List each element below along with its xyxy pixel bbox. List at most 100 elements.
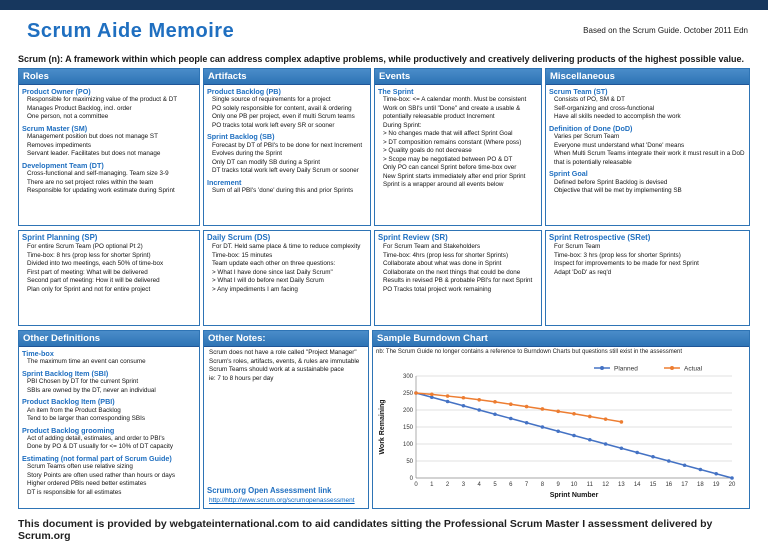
- list-item: Time-box: 15 minutes: [212, 251, 273, 259]
- section-scrum-master-sm: Scrum Master (SM) Management position but…: [22, 124, 196, 159]
- section-daily-scrum-ds: Daily Scrum (DS) For DT. Held same place …: [207, 233, 367, 294]
- data-point: [556, 429, 560, 433]
- x-tick-label: 16: [665, 482, 672, 488]
- list-item: Team update each other on three question…: [212, 260, 336, 268]
- section-heading: Sprint Goal: [549, 169, 588, 179]
- section-heading: Scrum Master (SM): [22, 123, 88, 133]
- data-point: [430, 395, 434, 399]
- data-point: [524, 420, 529, 425]
- list-item: > Quality goals do not decrease: [383, 147, 472, 155]
- panel-daily-scrum-ds: Daily Scrum (DS) For DT. Held same place …: [203, 230, 371, 326]
- list-item: Only one PB per project, even if multi S…: [212, 113, 355, 121]
- data-point: [682, 463, 687, 467]
- notes-items: Scrum does not have a role called "Proje…: [207, 349, 365, 383]
- panel-header-roles: Roles: [19, 69, 199, 85]
- panel-events: Events The Sprint Time-box: <= A calendar …: [374, 68, 542, 226]
- list-item: > No changes made that will affect Sprin…: [383, 130, 513, 138]
- list-item: Manages Product Backlog, incl. order: [27, 104, 132, 112]
- data-point: [493, 412, 497, 416]
- list-item: For Scrum Team and Stakeholders: [383, 243, 481, 251]
- panel-header-miscellaneous: Miscellaneous: [546, 69, 749, 85]
- x-tick-label: 1: [430, 482, 434, 488]
- list-item: One person, not a committee: [27, 113, 109, 121]
- list-item: > What I have done since last Daily Scru…: [212, 268, 333, 276]
- list-item: Higher ordered PBIs need better estimate…: [27, 480, 147, 488]
- y-tick-label: 200: [403, 408, 414, 414]
- x-tick-label: 0: [414, 482, 418, 488]
- panel-sprint-review-sr: Sprint Review (SR) For Scrum Team and Sta…: [374, 230, 542, 326]
- list-item: Time-box: <= A calendar month. Must be c…: [383, 96, 527, 104]
- data-point: [445, 399, 450, 404]
- panel-artifacts: Artifacts Product Backlog (PB) Single sour…: [203, 68, 371, 226]
- list-item: Only PO can cancel Sprint before time-bo…: [383, 164, 517, 172]
- assessment-link[interactable]: http://http://www.scrum.org/scrumopenass…: [209, 497, 355, 504]
- data-point: [540, 424, 545, 429]
- data-point: [540, 406, 545, 411]
- panel-burndown-chart: Sample Burndown Chart nb: The Scrum Guid…: [372, 330, 750, 509]
- section-heading: Scrum Team (ST): [549, 87, 608, 96]
- section-time-box: Time-box The maximum time an event can co…: [22, 349, 196, 367]
- y-tick-label: 0: [410, 476, 414, 482]
- list-item: There are no set project roles within th…: [27, 178, 154, 186]
- assessment-link-block: Scrum.org Open Assessment link http://ht…: [207, 486, 365, 506]
- section-heading: Daily Scrum (DS): [207, 233, 271, 242]
- list-item: Second part of meeting: How it will be d…: [27, 277, 160, 285]
- panel-body-sprint-planning-sp: Sprint Planning (SP) For entire Scrum Tea…: [19, 231, 199, 325]
- section-sprint-retrospective-sret: Sprint Retrospective (SRet) For Scrum Tea…: [549, 233, 746, 277]
- data-point: [714, 471, 718, 476]
- x-tick-label: 9: [557, 482, 561, 488]
- panel-header-other-notes: Other Notes:: [204, 331, 368, 347]
- section-definition-of-done-dod: Definition of Done (DoD) Varies per Scrum…: [549, 124, 746, 167]
- list-item: First part of meeting: What will be deli…: [27, 268, 148, 276]
- panel-header-other-definitions: Other Definitions: [19, 331, 199, 347]
- list-item: PO Tracks total project work remaining: [383, 285, 492, 293]
- panel-header-burndown: Sample Burndown Chart: [373, 331, 749, 347]
- section-sprint-review-sr: Sprint Review (SR) For Scrum Team and Sta…: [378, 233, 538, 294]
- y-axis-label: Work Remaining: [379, 399, 386, 454]
- panel-other-notes: Other Notes: Scrum does not have a role …: [203, 330, 369, 509]
- page-title: Scrum Aide Memoire: [27, 20, 235, 42]
- data-point: [667, 458, 671, 463]
- section-heading: Definition of Done (DoD): [549, 123, 633, 133]
- data-point: [588, 437, 592, 442]
- legend-marker: [600, 365, 604, 370]
- list-item: > Scope may be negotiated between PO & D…: [383, 155, 513, 163]
- data-point: [730, 475, 734, 480]
- x-tick-label: 14: [634, 482, 641, 488]
- data-point: [414, 390, 418, 395]
- section-heading: Sprint Review (SR): [378, 233, 448, 242]
- list-item: Responsible for maximizing value of the …: [27, 96, 178, 104]
- x-tick-label: 7: [525, 482, 529, 488]
- section-sprint-backlog-sb: Sprint Backlog (SB) Forecast by DT of PBI…: [207, 132, 367, 175]
- panel-body-sprint-retrospective-sret: Sprint Retrospective (SRet) For Scrum Tea…: [546, 231, 749, 325]
- panel-header-events: Events: [375, 69, 541, 85]
- legend-label: Planned: [614, 365, 638, 372]
- list-item: An item from the Product Backlog: [27, 406, 121, 414]
- list-item: The maximum time an event can consume: [27, 358, 146, 366]
- chart-container: 0 50 100 150 200 250 300 0 1 2 3 4 5 6 7 8 9 10 11 12 13 14 15…: [376, 358, 746, 508]
- data-point: [430, 392, 434, 396]
- top-accent-bar: [0, 0, 768, 10]
- list-item: > Any impediments I am facing: [212, 285, 298, 293]
- section-sprint-backlog-item-sbi: Sprint Backlog Item (SBI) PBI Chosen by D…: [22, 369, 196, 395]
- section-product-backlog-item-pbi: Product Backlog Item (PBI) An item from t…: [22, 397, 196, 423]
- section-sprint-planning-sp: Sprint Planning (SP) For entire Scrum Tea…: [22, 233, 196, 294]
- section-heading: Sprint Planning (SP): [22, 233, 98, 242]
- data-point: [588, 414, 592, 419]
- x-tick-label: 12: [602, 482, 609, 488]
- section-heading: Product Owner (PO): [22, 87, 91, 96]
- section-heading: The Sprint: [378, 87, 414, 96]
- list-item: Tend to be larger than corresponding SBI…: [27, 415, 145, 423]
- series-line-actual: [415, 392, 622, 423]
- list-item: Scrum does not have a role called "Proje…: [209, 349, 357, 356]
- x-tick-label: 8: [541, 482, 545, 488]
- list-item: PBI Chosen by DT for the current Sprint: [27, 378, 139, 386]
- chart-body: nb: The Scrum Guide no longer contains a…: [373, 347, 749, 508]
- list-item: DT tracks total work left every Daily Sc…: [212, 167, 359, 175]
- section-heading: Increment: [207, 177, 242, 187]
- y-tick-label: 150: [403, 425, 414, 431]
- list-item: Servant leader. Facilitates but does not…: [27, 150, 161, 158]
- panel-other-definitions: Other Definitions Time-box The maximum tim…: [18, 330, 200, 509]
- data-point: [651, 454, 655, 459]
